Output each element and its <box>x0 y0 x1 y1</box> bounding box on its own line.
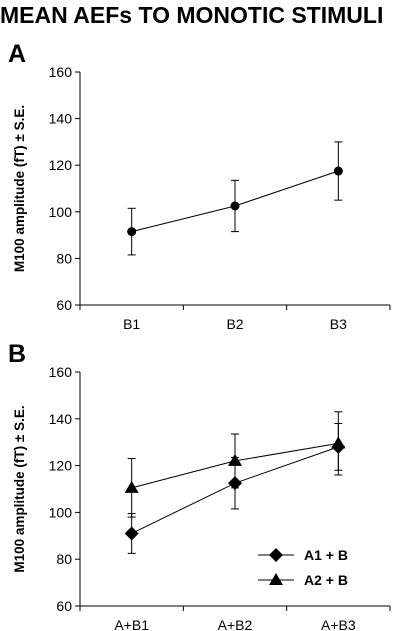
x-tick-label: B2 <box>226 316 243 332</box>
legend-marker <box>269 573 283 585</box>
panel-letter: A <box>8 40 26 68</box>
figure-title: MEAN AEFs TO MONOTIC STIMULI <box>0 2 384 28</box>
data-point <box>230 201 240 211</box>
y-axis-label: M100 amplitude (fT) ± S.E. <box>12 405 27 572</box>
y-axis-label: M100 amplitude (fT) ± S.E. <box>12 105 27 272</box>
x-tick-label: A+B2 <box>218 617 253 631</box>
y-tick-label: 100 <box>49 204 73 220</box>
x-tick-label: A+B3 <box>321 617 356 631</box>
x-tick-label: B3 <box>330 316 347 332</box>
legend-label: A2 + B <box>304 572 348 588</box>
data-point <box>124 526 139 541</box>
panel-b: B 60 80 100 120 140 160 A+B1 A+B2 A+B3 M100 amplit… <box>8 340 391 631</box>
x-tick-label: A+B1 <box>114 617 149 631</box>
data-point <box>228 453 242 466</box>
y-tick-label: 140 <box>49 411 73 427</box>
y-tick-label: 120 <box>49 458 73 474</box>
data-point <box>333 166 343 176</box>
legend-marker <box>269 548 283 562</box>
y-tick-label: 80 <box>56 250 72 266</box>
x-tick-label: B1 <box>123 316 140 332</box>
y-tick-label: 120 <box>49 157 73 173</box>
y-tick-label: 100 <box>49 504 73 520</box>
y-tick-label: 80 <box>56 551 72 567</box>
data-point <box>331 436 346 449</box>
y-tick-label: 160 <box>49 64 73 80</box>
data-point <box>127 227 137 237</box>
y-tick-label: 140 <box>49 111 73 127</box>
panel-letter: B <box>8 340 26 368</box>
panel-a: A 60 80 100 120 140 160 B1 B2 B3 M100 amplitude (f… <box>8 40 391 332</box>
data-point <box>124 480 139 493</box>
legend-label: A1 + B <box>304 547 348 563</box>
y-tick-label: 60 <box>56 598 72 614</box>
y-tick-label: 160 <box>49 364 73 380</box>
y-tick-label: 60 <box>56 297 72 313</box>
